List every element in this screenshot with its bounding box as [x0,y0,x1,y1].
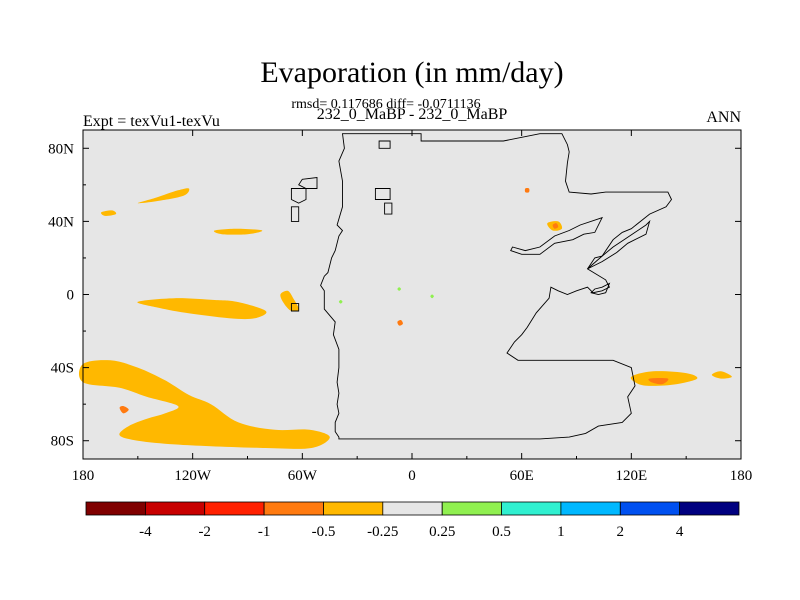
region-north-pacific-patch-center [137,188,190,204]
colorbar-swatch [144,501,206,516]
colorbar-swatch [560,501,621,516]
colorbar-swatch [323,501,384,516]
coastline-east-island [590,282,611,295]
colorbar-swatch [501,501,562,516]
map-axes: 180 120W 60W 0 60E 120E 180 80N 40N 0 40S 80S [48,130,752,484]
region-south-indian-core [648,378,669,385]
region-south-pacific-core [119,405,129,414]
x-tick-label: 180 [730,468,753,484]
region-atlantic-tiny-patch [397,320,403,326]
colorbar-swatch [679,501,740,516]
colorbar-label: -0.25 [367,524,398,540]
region-africa-green-speck-1 [397,287,401,291]
coastline-inland-sea-e [587,219,651,270]
continent-outlines [290,133,673,440]
colorbar-swatch [204,501,265,516]
chart-subtitle-stats: rmsd= 0.117686 diff= -0.0711136 [291,97,480,112]
region-equatorial-pacific-band [137,298,267,320]
region-north-pacific-patch-east [213,228,263,235]
colorbar-label: 0.5 [492,524,511,540]
coastline-nw-archipelago-2 [290,188,307,204]
coastline-main-continent [320,133,673,440]
colorbar-label: -2 [198,524,211,540]
x-tick-label: 0 [408,468,416,484]
coastline-arctic-island [378,140,391,149]
colorbar-swatch [85,501,146,516]
region-africa-green-speck-2 [430,294,434,299]
region-north-pacific-patch-west [100,210,117,216]
chart-title: Evaporation (in mm/day) [260,56,563,89]
region-south-pacific-large-patch [78,360,330,449]
chart-subtitle-case: 232_0_MaBP - 232_0_MaBP [317,106,508,123]
region-peru-coast-patch [280,290,299,312]
colorbar-swatch [619,501,681,516]
y-tick-label: 40N [48,214,74,230]
coastline-west-island-2 [384,202,393,215]
colorbar-label: 1 [557,524,565,540]
region-atlantic-green-speck [338,300,343,304]
x-tick-label: 120E [615,468,647,484]
colorbar-swatch [441,501,503,516]
coastline-nw-archipelago-1 [298,176,318,189]
colorbar-label: 4 [676,524,684,540]
y-tick-label: 40S [51,361,74,377]
y-tick-label: 80N [48,141,74,157]
colorbar-label: -0.5 [312,524,336,540]
coastline-west-island-1 [374,188,391,200]
colorbar: -4 -2 -1 -0.5 -0.25 0.25 0.5 1 2 4 [85,501,740,540]
colorbar-label: -4 [139,524,152,540]
x-tick-label: 180 [72,468,95,484]
region-arctic-tiny-patch [524,188,530,193]
coastline-nw-archipelago-3 [290,206,300,222]
anomaly-regions [78,188,732,449]
colorbar-swatch [263,501,324,516]
coastline-inland-sea-ne [510,216,603,255]
colorbar-label: -1 [258,524,271,540]
y-tick-label: 80S [51,434,74,450]
region-tasman-patch [711,371,732,379]
colorbar-swatch [382,501,443,516]
colorbar-label: 2 [617,524,625,540]
x-tick-label: 120W [174,468,212,484]
region-caspian-core [552,223,559,229]
colorbar-label: 0.25 [429,524,455,540]
season-label: ANN [706,109,741,126]
experiment-label: Expt = texVu1-texVu [83,113,220,130]
x-tick-label: 60W [288,468,318,484]
y-tick-label: 0 [67,288,75,304]
x-tick-label: 60E [510,468,534,484]
coastline-peru-islet [290,303,300,312]
map-plot-area [78,129,742,460]
